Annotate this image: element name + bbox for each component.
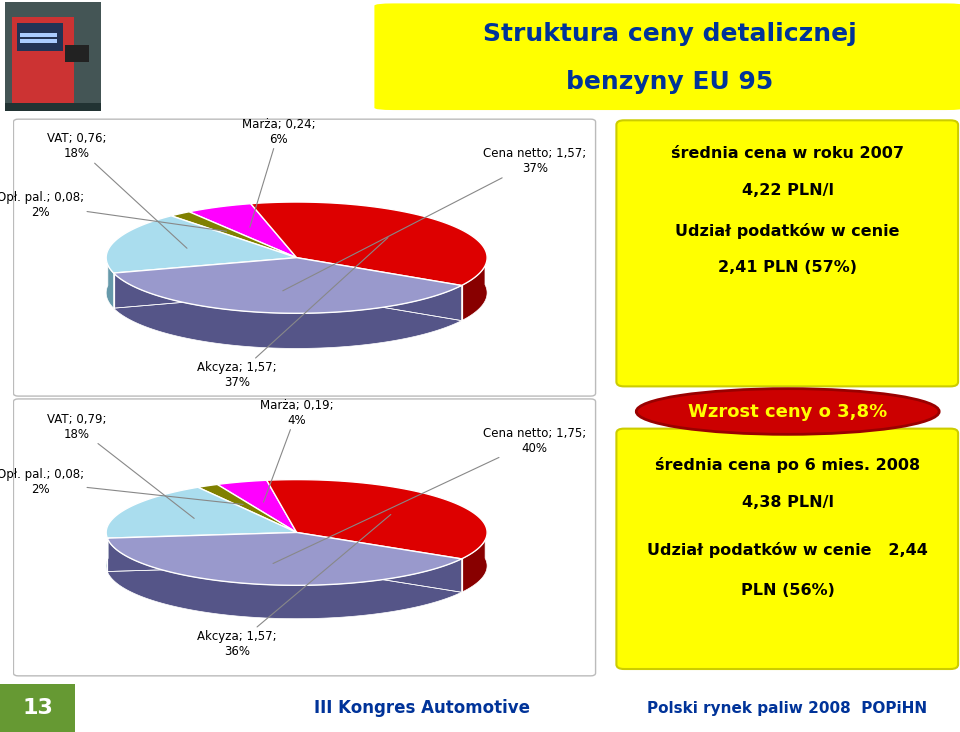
Polygon shape: [171, 212, 297, 258]
Polygon shape: [108, 532, 462, 586]
FancyBboxPatch shape: [616, 429, 958, 669]
Text: Udział podatków w cenie: Udział podatków w cenie: [676, 223, 900, 239]
Bar: [20, 39, 57, 43]
Polygon shape: [189, 203, 297, 258]
Polygon shape: [217, 480, 297, 532]
Bar: [65, 45, 89, 62]
Text: Marża; 0,24;
6%: Marża; 0,24; 6%: [242, 118, 316, 227]
Text: średnia cena w roku 2007: średnia cena w roku 2007: [671, 146, 904, 161]
Text: PLN (56%): PLN (56%): [741, 583, 834, 598]
Bar: [20, 33, 57, 37]
Text: Udział podatków w cenie   2,44: Udział podatków w cenie 2,44: [647, 542, 928, 559]
Polygon shape: [107, 250, 113, 308]
Text: 4,38 PLN/l: 4,38 PLN/l: [742, 496, 833, 510]
Text: Opł. pal.; 0,08;
2%: Opł. pal.; 0,08; 2%: [0, 191, 227, 231]
Bar: [12, 17, 74, 108]
Text: 4,22 PLN/l: 4,22 PLN/l: [742, 183, 833, 198]
Bar: [5, 103, 101, 111]
Text: Opł. pal.; 0,08;
2%: Opł. pal.; 0,08; 2%: [0, 468, 243, 504]
Polygon shape: [198, 485, 297, 532]
Text: Cena netto; 1,75;
40%: Cena netto; 1,75; 40%: [273, 427, 587, 564]
Polygon shape: [462, 250, 487, 321]
Ellipse shape: [636, 389, 939, 434]
Text: Akcyza; 1,57;
36%: Akcyza; 1,57; 36%: [198, 515, 391, 658]
Text: III Kongres Automotive: III Kongres Automotive: [314, 699, 530, 717]
Text: Marża; 0,19;
4%: Marża; 0,19; 4%: [260, 399, 333, 502]
Polygon shape: [113, 273, 462, 348]
FancyBboxPatch shape: [13, 119, 595, 396]
FancyBboxPatch shape: [616, 120, 958, 386]
Text: VAT; 0,79;
18%: VAT; 0,79; 18%: [47, 413, 194, 518]
Polygon shape: [462, 525, 487, 592]
Text: Polski rynek paliw 2008  POPiHN: Polski rynek paliw 2008 POPiHN: [647, 701, 927, 716]
Text: Cena netto; 1,57;
37%: Cena netto; 1,57; 37%: [283, 147, 587, 291]
Bar: [0, 684, 75, 732]
Text: Wzrost ceny o 3,8%: Wzrost ceny o 3,8%: [688, 403, 887, 420]
Polygon shape: [113, 258, 462, 313]
Polygon shape: [107, 488, 297, 538]
Bar: [17, 23, 63, 51]
Bar: [5, 2, 101, 111]
Text: Struktura ceny detalicznej: Struktura ceny detalicznej: [483, 22, 857, 46]
FancyBboxPatch shape: [13, 399, 595, 676]
FancyBboxPatch shape: [374, 4, 960, 110]
Polygon shape: [107, 525, 108, 572]
Text: 13: 13: [22, 698, 53, 718]
Text: średnia cena po 6 mies. 2008: średnia cena po 6 mies. 2008: [655, 457, 921, 473]
Polygon shape: [251, 202, 487, 285]
Text: benzyny EU 95: benzyny EU 95: [566, 70, 774, 94]
Polygon shape: [267, 479, 487, 559]
Polygon shape: [107, 216, 297, 273]
Text: 2,41 PLN (57%): 2,41 PLN (57%): [718, 260, 857, 275]
Text: VAT; 0,76;
18%: VAT; 0,76; 18%: [47, 132, 187, 248]
Text: Akcyza; 1,57;
37%: Akcyza; 1,57; 37%: [198, 238, 388, 389]
Polygon shape: [108, 538, 462, 619]
